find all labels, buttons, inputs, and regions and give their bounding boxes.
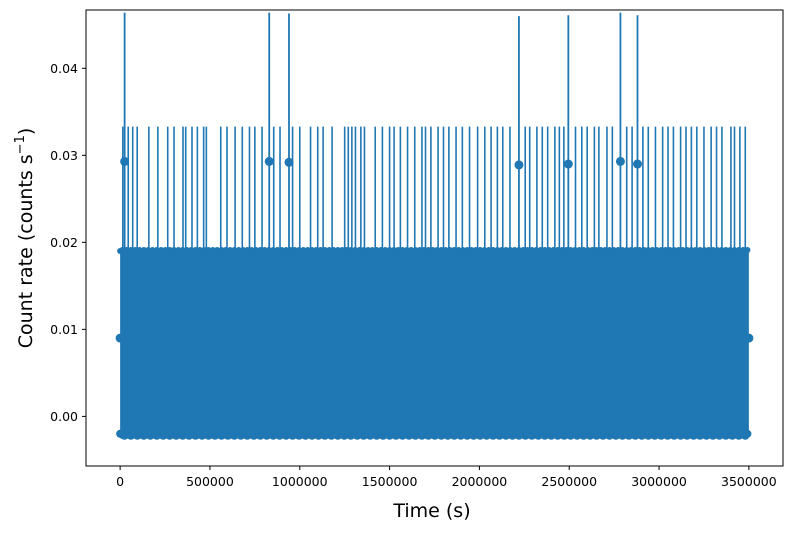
data-point — [264, 156, 274, 166]
y-axis-title-close: ) — [15, 128, 37, 135]
error-bar-band — [120, 251, 749, 434]
data-point — [284, 157, 294, 167]
y-tick-label: 0.02 — [50, 235, 78, 250]
plot-frame — [85, 9, 784, 467]
x-tick-label: 1500000 — [362, 474, 418, 489]
y-axis-title: Count rate (counts s−1) — [13, 128, 37, 349]
data-point — [615, 156, 625, 166]
x-tick-label: 500000 — [186, 474, 234, 489]
data-layer — [115, 12, 754, 440]
data-point — [563, 159, 573, 169]
data-point — [743, 429, 752, 438]
data-point — [120, 156, 130, 166]
y-tick-label: 0.04 — [50, 61, 78, 76]
x-tick-label: 3000000 — [631, 474, 687, 489]
x-tick-label: 3500000 — [721, 474, 777, 489]
x-tick-label: 1000000 — [272, 474, 328, 489]
data-point — [632, 159, 642, 169]
x-axis-title: Time (s) — [392, 500, 470, 522]
x-tick-label: 2500000 — [541, 474, 597, 489]
data-point — [744, 333, 754, 343]
y-tick-label: 0.01 — [50, 322, 78, 337]
data-point — [514, 160, 524, 170]
x-tick-label: 0 — [116, 474, 124, 489]
axes-layer: 0 500000 1000000 1500000 2000000 2500000 30000… — [50, 9, 784, 489]
x-tick-label: 2000000 — [452, 474, 508, 489]
data-point — [115, 333, 125, 343]
y-axis-title-main: Count rate (counts s — [15, 154, 37, 348]
y-axis-title-exponent: −1 — [13, 135, 28, 154]
y-tick-label: 0.00 — [50, 409, 78, 424]
y-tick-label: 0.03 — [50, 148, 78, 163]
